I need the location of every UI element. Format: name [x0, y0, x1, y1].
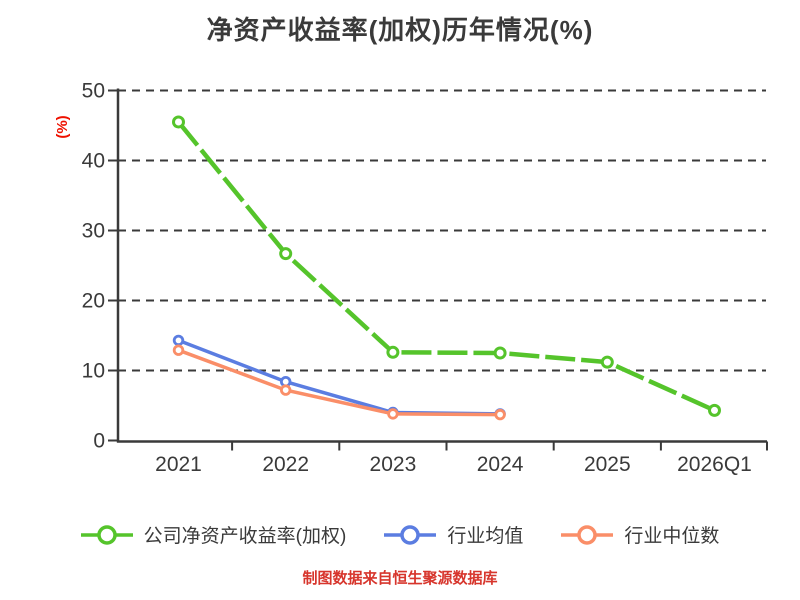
y-tick-label: 10: [82, 360, 105, 383]
x-tick-label: 2023: [370, 453, 417, 476]
x-tick-label: 2022: [262, 453, 309, 476]
legend-marker-industry-mean-icon: [384, 524, 437, 545]
company-roe-line: [176, 120, 716, 413]
legend-label-company-roe: 公司净资产收益率(加权): [143, 526, 347, 547]
y-axis-unit-label: (%): [54, 115, 71, 138]
industry-median-marker: [280, 384, 292, 396]
legend-label-industry-median: 行业中位数: [624, 526, 720, 547]
y-tick-label: 40: [82, 150, 105, 173]
industry-median-marker: [494, 408, 506, 421]
industry-mean-marker: [172, 334, 185, 347]
company-roe-marker: [172, 115, 185, 129]
legend-marker-industry-median-icon: [561, 524, 614, 545]
company-roe-marker: [493, 346, 507, 360]
legend-item-industry-mean: 行业均值: [384, 521, 523, 548]
company-roe-marker: [708, 403, 721, 417]
y-tick-label: 20: [82, 290, 105, 313]
y-tick-label: 0: [93, 430, 105, 453]
industry-median-line: [177, 348, 501, 417]
y-tick-label: 50: [82, 80, 105, 103]
legend-marker-company-roe-icon: [80, 524, 133, 545]
y-tick-label: 30: [82, 220, 105, 243]
company-roe-marker: [279, 247, 293, 261]
legend-item-company-roe: 公司净资产收益率(加权): [80, 521, 347, 548]
industry-median-marker: [387, 408, 399, 420]
company-roe-marker: [600, 355, 614, 369]
x-tick-label: 2025: [584, 453, 631, 476]
legend-item-industry-median: 行业中位数: [561, 521, 719, 548]
x-tick-label: 2026Q1: [677, 453, 752, 476]
x-tick-label: 2021: [155, 453, 202, 476]
company-roe-marker: [386, 345, 400, 359]
legend-label-industry-mean: 行业均值: [447, 526, 524, 547]
chart-title: 净资产收益率(加权)历年情况(%): [206, 15, 594, 45]
x-tick-label: 2024: [477, 453, 524, 476]
industry-median-marker: [172, 344, 185, 356]
chart-legend: 公司净资产收益率(加权) 行业均值 行业中位数: [0, 521, 800, 548]
roe-line-chart: 0 10 20 30 40 50 2021 2022 2023 2024 2025 2026Q1 (%): [54, 80, 768, 476]
data-source-note: 制图数据来自恒生聚源数据库: [302, 570, 498, 587]
